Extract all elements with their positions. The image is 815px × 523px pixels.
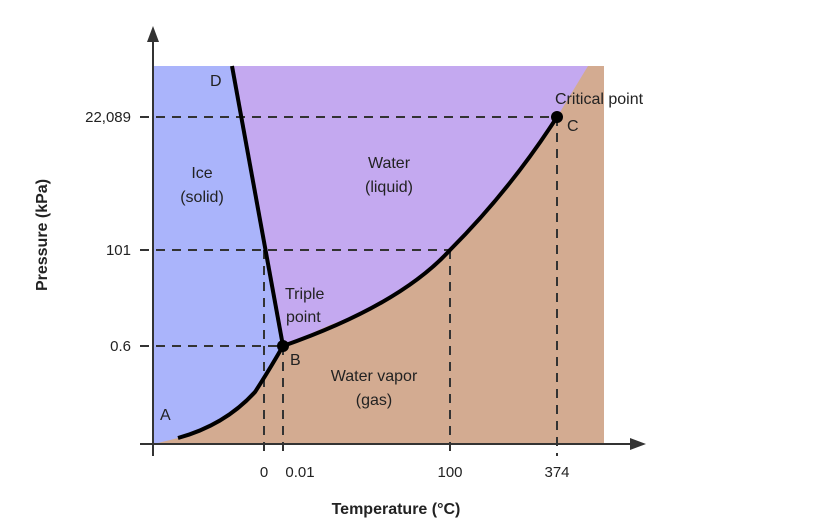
point-d-label: D [210,73,222,90]
y-tick: 101 [106,242,131,259]
melting-curve [230,65,285,347]
x-tick: 0 [260,464,268,481]
vaporization-curve [282,115,559,348]
liquid-sublabel: (liquid) [365,179,413,196]
sublimation-curve [177,345,285,440]
point-a-label: A [160,407,171,424]
point-b-label: B [290,352,301,369]
triple-point-marker [277,340,289,352]
gas-sublabel: (gas) [356,392,392,409]
solid-label: Ice [191,165,212,182]
y-tick: 22,089 [85,109,131,126]
critical-point-label: Critical point [555,91,644,108]
liquid-region [232,66,588,346]
x-axis-title: Temperature (°C) [332,501,461,518]
triple-point-label: Triple [285,286,325,303]
y-tick: 0.6 [110,338,131,355]
x-tick: 374 [544,464,569,481]
solid-sublabel: (solid) [180,189,224,206]
x-axis-arrow-icon [630,438,646,450]
x-tick: 0.01 [285,464,314,481]
gas-label: Water vapor [331,368,418,385]
y-axis-title: Pressure (kPa) [34,179,51,291]
solid-region [154,66,283,444]
critical-point-marker [551,111,563,123]
point-c-label: C [567,118,579,135]
triple-point-sublabel: point [286,309,321,326]
x-tick: 100 [437,464,462,481]
y-axis-arrow-icon [147,26,159,42]
liquid-label: Water [368,155,411,172]
